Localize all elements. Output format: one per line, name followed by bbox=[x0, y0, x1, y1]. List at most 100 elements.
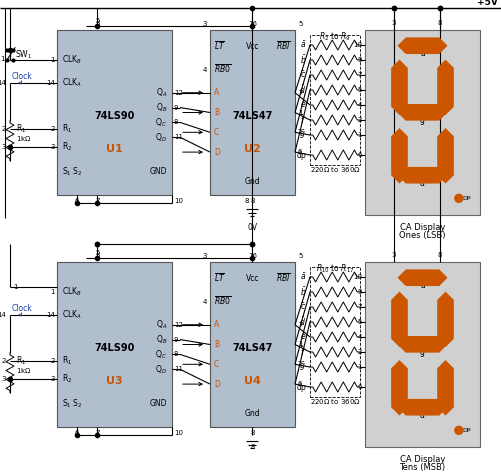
Text: Q$_B$: Q$_B$ bbox=[155, 333, 167, 346]
Text: CLK$_A$: CLK$_A$ bbox=[62, 76, 82, 89]
Text: 9: 9 bbox=[174, 337, 178, 343]
Text: 10: 10 bbox=[174, 198, 183, 204]
Text: 1: 1 bbox=[358, 364, 362, 370]
Text: 2: 2 bbox=[298, 129, 303, 135]
Polygon shape bbox=[397, 336, 447, 353]
Text: 4: 4 bbox=[358, 334, 362, 340]
Text: $\bar{g}$: $\bar{g}$ bbox=[300, 361, 306, 374]
Text: 4: 4 bbox=[202, 67, 207, 73]
Polygon shape bbox=[397, 104, 447, 121]
Polygon shape bbox=[397, 399, 447, 416]
Text: b: b bbox=[445, 83, 450, 92]
Text: 14: 14 bbox=[46, 312, 55, 318]
Text: 2: 2 bbox=[358, 349, 362, 355]
Text: $\bar{f}$: $\bar{f}$ bbox=[301, 114, 306, 127]
Polygon shape bbox=[397, 167, 447, 183]
Text: 0V: 0V bbox=[247, 223, 258, 232]
Circle shape bbox=[455, 426, 463, 434]
Bar bbox=[57, 30, 172, 195]
Text: 5: 5 bbox=[95, 253, 99, 259]
Text: d: d bbox=[420, 411, 425, 420]
Text: 6: 6 bbox=[298, 149, 303, 155]
Text: 11: 11 bbox=[174, 366, 183, 372]
Text: 5: 5 bbox=[95, 250, 99, 256]
Text: 1: 1 bbox=[51, 57, 55, 63]
Text: 74LS47: 74LS47 bbox=[232, 111, 273, 121]
Text: 3: 3 bbox=[51, 144, 55, 150]
Text: 4: 4 bbox=[202, 299, 207, 305]
Text: U4: U4 bbox=[244, 376, 261, 386]
Bar bbox=[365, 30, 480, 215]
Text: R$_1$: R$_1$ bbox=[16, 355, 26, 367]
Text: d: d bbox=[420, 179, 425, 188]
Text: f: f bbox=[396, 83, 399, 92]
Text: $\overline{LT}$: $\overline{LT}$ bbox=[214, 273, 225, 284]
Text: a: a bbox=[420, 48, 425, 57]
Text: 10: 10 bbox=[353, 42, 362, 48]
Text: 2: 2 bbox=[51, 358, 55, 364]
Text: 3: 3 bbox=[2, 144, 6, 150]
Text: 1: 1 bbox=[298, 341, 303, 347]
Text: GND: GND bbox=[149, 400, 167, 409]
Text: 9: 9 bbox=[358, 289, 362, 295]
Text: $\overline{LT}$: $\overline{LT}$ bbox=[214, 40, 225, 53]
Text: CLK$_B$: CLK$_B$ bbox=[62, 285, 82, 298]
Text: 1: 1 bbox=[358, 132, 362, 138]
Text: 8: 8 bbox=[244, 198, 249, 204]
Text: 8: 8 bbox=[437, 20, 442, 26]
Text: 4: 4 bbox=[358, 102, 362, 108]
Text: 6: 6 bbox=[298, 381, 303, 387]
Text: $\overline{RB0}$: $\overline{RB0}$ bbox=[214, 64, 231, 76]
Text: 7: 7 bbox=[298, 322, 303, 328]
Text: +5V: +5V bbox=[477, 0, 498, 7]
Text: e: e bbox=[395, 383, 400, 392]
Text: Q$_C$: Q$_C$ bbox=[155, 116, 167, 128]
Text: $\overline{RBI}$: $\overline{RBI}$ bbox=[276, 40, 291, 53]
Text: 14: 14 bbox=[0, 80, 6, 86]
Text: R$_1$: R$_1$ bbox=[62, 355, 72, 367]
Text: 5: 5 bbox=[298, 21, 303, 27]
Text: 1k$\Omega$: 1k$\Omega$ bbox=[16, 134, 32, 143]
Text: 8: 8 bbox=[174, 351, 178, 357]
Text: 7: 7 bbox=[298, 90, 303, 96]
Text: c: c bbox=[445, 383, 449, 392]
Text: 6: 6 bbox=[358, 152, 362, 158]
Text: R$_2$: R$_2$ bbox=[62, 141, 72, 154]
Text: b: b bbox=[445, 315, 450, 324]
Text: Gnd: Gnd bbox=[244, 410, 261, 418]
Text: 9: 9 bbox=[358, 57, 362, 63]
Text: 10: 10 bbox=[353, 274, 362, 280]
Text: Vcc: Vcc bbox=[245, 42, 259, 51]
Text: D: D bbox=[214, 380, 220, 389]
Text: 6: 6 bbox=[358, 384, 362, 390]
Text: C: C bbox=[214, 128, 219, 137]
Text: 14: 14 bbox=[0, 312, 6, 318]
Text: a: a bbox=[420, 281, 425, 290]
Text: U2: U2 bbox=[244, 144, 261, 154]
Text: $\bar{c}$: $\bar{c}$ bbox=[300, 70, 306, 81]
Text: 16: 16 bbox=[248, 253, 257, 259]
Text: Q$_D$: Q$_D$ bbox=[155, 131, 167, 144]
Text: $\bar{b}$: $\bar{b}$ bbox=[300, 286, 306, 298]
Text: 3: 3 bbox=[391, 20, 396, 26]
Polygon shape bbox=[437, 128, 454, 183]
Text: 2: 2 bbox=[298, 361, 303, 367]
Text: 220$\Omega$ to 360$\Omega$: 220$\Omega$ to 360$\Omega$ bbox=[310, 164, 360, 173]
Text: c: c bbox=[445, 151, 449, 160]
Text: 14: 14 bbox=[46, 80, 55, 86]
Text: $\bar{e}$: $\bar{e}$ bbox=[300, 100, 306, 110]
Text: Vcc: Vcc bbox=[245, 274, 259, 283]
Text: 6: 6 bbox=[74, 198, 79, 204]
Text: 5: 5 bbox=[298, 253, 303, 259]
Text: $\bar{d}$: $\bar{d}$ bbox=[299, 83, 306, 96]
Bar bbox=[365, 262, 480, 447]
Text: DP: DP bbox=[463, 196, 471, 201]
Text: Q$_B$: Q$_B$ bbox=[155, 101, 167, 114]
Text: Gnd: Gnd bbox=[244, 177, 261, 186]
Text: $\bar{a}$: $\bar{a}$ bbox=[300, 40, 306, 50]
Text: Clock: Clock bbox=[12, 304, 33, 313]
Text: $\bar{d}$: $\bar{d}$ bbox=[299, 316, 306, 328]
Bar bbox=[310, 267, 360, 397]
Text: Q$_D$: Q$_D$ bbox=[155, 363, 167, 375]
Text: 8: 8 bbox=[250, 430, 255, 436]
